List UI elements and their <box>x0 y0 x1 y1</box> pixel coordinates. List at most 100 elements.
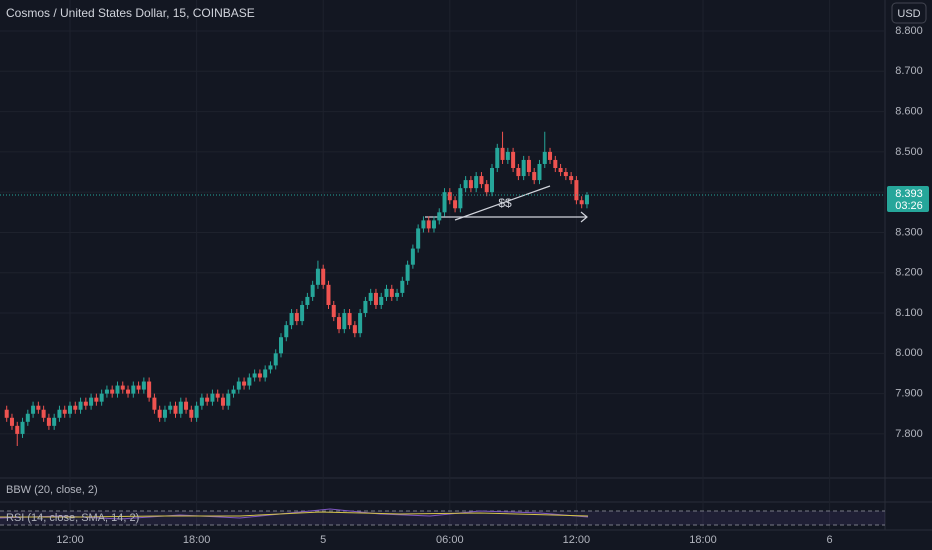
candle-body <box>152 397 157 410</box>
candle-body <box>468 180 473 189</box>
candle-body <box>194 405 199 418</box>
candle-body <box>331 304 336 318</box>
candle-body <box>421 220 426 229</box>
candle-body <box>431 220 436 229</box>
candle-body <box>162 409 167 418</box>
candle-body <box>337 317 342 330</box>
candle-body <box>347 313 352 326</box>
candle-body <box>463 180 468 189</box>
candle-body <box>41 409 46 418</box>
y-tick-label: 8.600 <box>895 106 923 118</box>
candle-body <box>99 393 104 402</box>
candle-body <box>184 401 189 410</box>
candle-body <box>220 397 225 406</box>
candle-body <box>384 288 389 297</box>
candle-body <box>252 373 257 378</box>
candle-body <box>484 184 489 193</box>
candle-body <box>490 168 495 193</box>
candle-body <box>352 325 357 334</box>
candle-body <box>257 373 262 378</box>
candle-body <box>46 417 51 426</box>
candle-body <box>205 397 210 402</box>
candle-body <box>358 313 363 334</box>
candle-body <box>426 220 431 229</box>
x-tick-label: 12:00 <box>56 534 84 546</box>
candle-body <box>236 381 241 390</box>
candle-body <box>373 292 378 305</box>
currency-button[interactable] <box>891 2 927 24</box>
candle-body <box>242 381 247 386</box>
y-tick-label: 8.000 <box>895 347 923 359</box>
chart-title: Cosmos / United States Dollar, 15, COINB… <box>6 6 255 20</box>
candle-body <box>226 393 231 406</box>
candle-body <box>110 389 115 394</box>
candle-body <box>363 300 368 314</box>
candle-body <box>569 176 574 181</box>
candle-body <box>210 393 215 402</box>
candle-body <box>389 288 394 297</box>
indicator-label[interactable]: RSI (14, close, SMA, 14, 2) <box>6 512 139 524</box>
x-tick-label: 18:00 <box>183 534 211 546</box>
candle-body <box>558 168 563 173</box>
candle-body <box>368 292 373 301</box>
candle-body <box>511 151 516 169</box>
candle-body <box>36 405 41 410</box>
candle-body <box>25 413 30 422</box>
last-price-tag <box>887 185 929 212</box>
candle-body <box>147 381 152 398</box>
candle-body <box>416 228 421 249</box>
y-tick-label: 8.100 <box>895 307 923 319</box>
candle-body <box>574 180 579 201</box>
candle-body <box>294 313 299 322</box>
indicator-label[interactable]: BBW (20, close, 2) <box>6 484 98 496</box>
candle-body <box>89 397 94 406</box>
x-tick-label: 06:00 <box>436 534 464 546</box>
candle-body <box>289 313 294 326</box>
candle-body <box>495 147 500 169</box>
candle-body <box>579 200 584 205</box>
candle-body <box>62 409 67 414</box>
annotation[interactable]: $$ <box>498 196 512 210</box>
candle-body <box>379 296 384 305</box>
candle-body <box>395 292 400 297</box>
candle-body <box>284 325 289 338</box>
candle-body <box>447 192 452 201</box>
candle-body <box>263 369 268 378</box>
candle-body <box>400 280 405 293</box>
y-tick-label: 8.800 <box>895 25 923 37</box>
candle-body <box>553 159 558 169</box>
candle-body <box>516 168 521 177</box>
x-tick-label: 5 <box>320 534 326 546</box>
candle-body <box>268 365 273 370</box>
y-tick-label: 8.700 <box>895 65 923 77</box>
candle-body <box>321 268 326 285</box>
y-tick-label: 8.300 <box>895 226 923 238</box>
candle-body <box>173 405 178 414</box>
candle-body <box>315 268 320 285</box>
candle-body <box>526 159 531 173</box>
candle-body <box>136 385 141 390</box>
candle-body <box>104 389 109 394</box>
candle-body <box>94 397 99 402</box>
candle-body <box>4 409 9 418</box>
candle-body <box>52 417 57 426</box>
rsi-line <box>0 508 589 520</box>
candle-body <box>231 389 236 394</box>
candle-body <box>500 147 505 160</box>
candle-body <box>410 248 415 265</box>
trend-line[interactable] <box>454 185 551 221</box>
y-tick-label: 7.900 <box>895 388 923 400</box>
candle-body <box>458 188 463 209</box>
currency-label[interactable]: USD <box>897 8 920 20</box>
candle-body <box>247 377 252 386</box>
candle-body <box>83 401 88 406</box>
candle-body <box>9 417 14 426</box>
candle-body <box>67 405 73 414</box>
candle-body <box>548 151 553 160</box>
candle-body <box>542 151 547 164</box>
candle-body <box>537 163 542 181</box>
candle-body <box>199 397 204 406</box>
countdown: 03:26 <box>895 200 923 212</box>
arrow-head[interactable] <box>580 211 588 223</box>
